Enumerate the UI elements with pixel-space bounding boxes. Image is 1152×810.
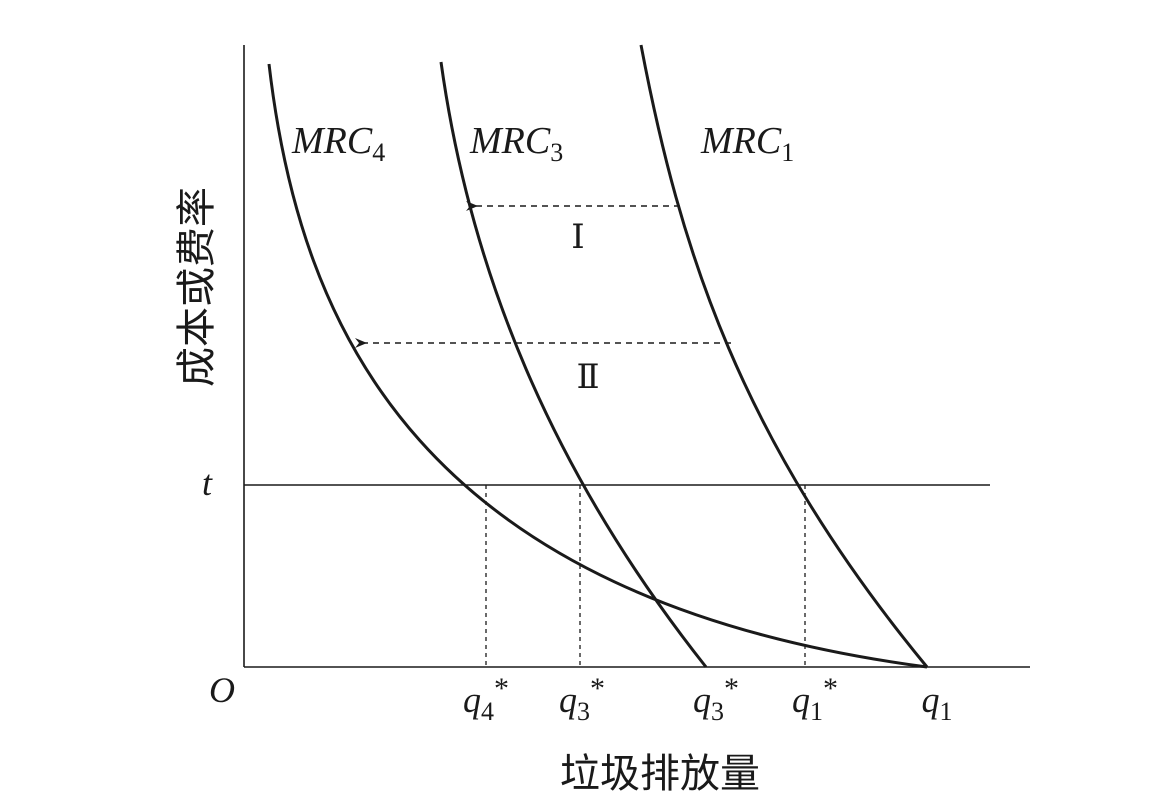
- tick-q1-star-label: q1*: [792, 672, 838, 726]
- x-tick-labels: q4* q3* q3* q1* q1: [463, 672, 953, 726]
- region-2-label: Ⅱ: [576, 359, 599, 396]
- mrc4-label: MRC4: [291, 120, 385, 167]
- tick-q3-star-b-label: q3*: [693, 672, 739, 726]
- mrc1-curve: [639, 44, 929, 668]
- mrc3-curve: [439, 61, 708, 668]
- tick-q3-star-a-label: q3*: [559, 672, 605, 726]
- origin-label: O: [209, 670, 235, 710]
- t-label: t: [202, 463, 213, 503]
- mrc1-label: MRC1: [700, 120, 794, 167]
- mrc4-curve: [267, 63, 928, 669]
- tick-q4-star-label: q4*: [463, 672, 509, 726]
- y-axis-title: 成本或费率: [174, 187, 219, 387]
- x-axis-title: 垃圾排放量: [560, 751, 760, 796]
- region-1-label: Ⅰ: [571, 219, 584, 256]
- mrc3-label: MRC3: [469, 120, 563, 167]
- tick-q1-label: q1: [922, 680, 953, 726]
